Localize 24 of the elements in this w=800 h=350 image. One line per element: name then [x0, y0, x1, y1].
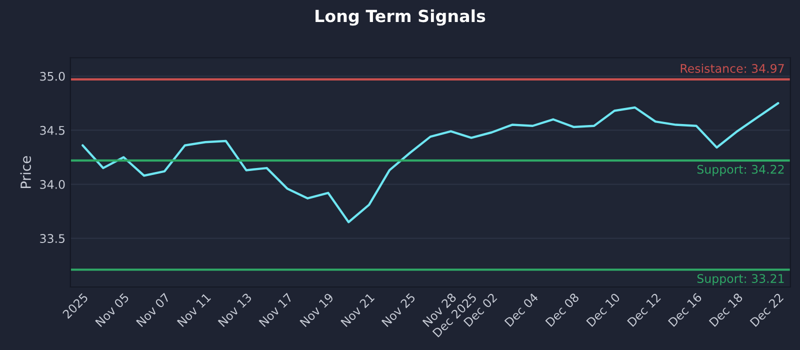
y-axis-title: Price: [20, 156, 32, 188]
x-tick-label: Dec 12: [626, 292, 662, 327]
x-tick-label: Nov 17: [258, 292, 293, 328]
x-tick-label: Dec 22: [750, 292, 784, 327]
x-tick-label: Dec 18: [708, 292, 744, 327]
x-tick-label: Nov 25: [381, 292, 416, 328]
x-tick-label: Nov 05: [94, 292, 130, 328]
x-tick-label: Nov 19: [300, 292, 334, 328]
x-tick-label: Dec 10: [586, 292, 620, 327]
ref-line-label: Resistance: 34.97: [680, 64, 784, 73]
x-tick-label: Dec 04: [504, 292, 539, 327]
y-tick-label: 33.5: [40, 234, 65, 243]
ref-line-label: Support: 33.21: [697, 274, 784, 286]
y-tick-label: 35.0: [40, 72, 65, 81]
ref-line-label: Support: 34.22: [697, 164, 784, 176]
x-tick-label: Nov 21: [340, 292, 375, 328]
y-tick-label: 34.0: [40, 180, 65, 189]
x-tick-label: Dec 16: [668, 292, 702, 327]
x-tick-label: Nov 07: [136, 292, 170, 328]
x-tick-label: Nov 13: [218, 292, 252, 328]
chart-title: Long Term Signals: [316, 9, 486, 26]
y-tick-label: 34.5: [40, 126, 65, 135]
x-tick-label: Nov 11: [176, 292, 212, 328]
x-tick-label: Dec 08: [545, 292, 580, 327]
